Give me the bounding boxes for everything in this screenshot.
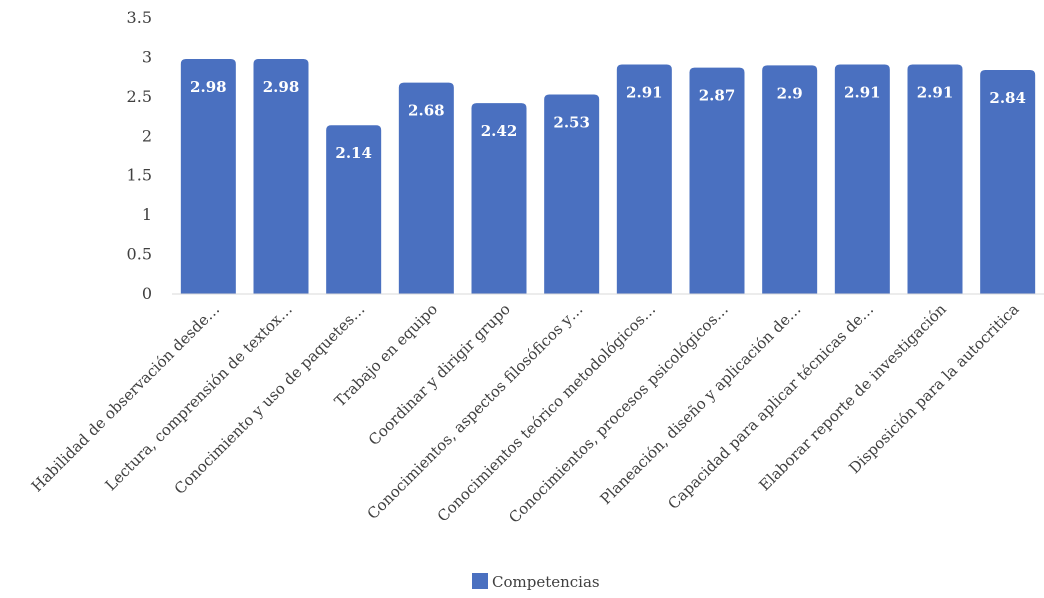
bar [907, 64, 963, 294]
y-tick-label: 3.5 [127, 8, 152, 27]
bars: 2.98 2.98 2.14 2.68 2.42 2.53 2.91 2.87 2.9 2.91 2… [180, 59, 1036, 295]
data-label: 2.14 [335, 144, 372, 162]
y-tick-label: 1 [142, 205, 152, 224]
legend-label: Competencias [492, 573, 600, 591]
data-label: 2.98 [263, 78, 300, 96]
y-tick-label: 0.5 [127, 245, 152, 264]
data-label: 2.9 [777, 84, 803, 102]
data-label: 2.91 [626, 84, 663, 102]
data-label: 2.42 [481, 122, 518, 140]
y-tick-label: 3 [142, 47, 152, 66]
data-label: 2.53 [553, 113, 590, 131]
y-tick-label: 2.5 [127, 87, 152, 106]
bar [689, 67, 745, 295]
x-category-label: Coordinar y dirigir grupo [365, 300, 514, 449]
y-tick-label: 1.5 [127, 166, 152, 185]
bar [180, 59, 236, 295]
data-label: 2.84 [989, 89, 1026, 107]
data-label: 2.91 [844, 84, 881, 102]
y-axis: 0 0.5 1 1.5 2 2.5 3 3.5 [127, 8, 152, 303]
bar [253, 59, 309, 295]
bar [326, 125, 382, 294]
data-label: 2.68 [408, 102, 445, 120]
bar [544, 94, 600, 295]
data-label: 2.98 [190, 78, 227, 96]
y-tick-label: 2 [142, 126, 152, 145]
bar [980, 70, 1036, 294]
data-label: 2.87 [699, 87, 736, 105]
bar [834, 64, 890, 294]
category-labels: Habilidad de observación desde…Lectura, … [28, 300, 1023, 527]
data-label: 2.91 [917, 84, 954, 102]
y-tick-label: 0 [142, 284, 152, 303]
bar [471, 103, 527, 294]
bar [616, 64, 672, 294]
legend: Competencias [472, 573, 600, 591]
legend-swatch [472, 573, 488, 589]
bar [398, 82, 454, 294]
bar [762, 65, 818, 294]
